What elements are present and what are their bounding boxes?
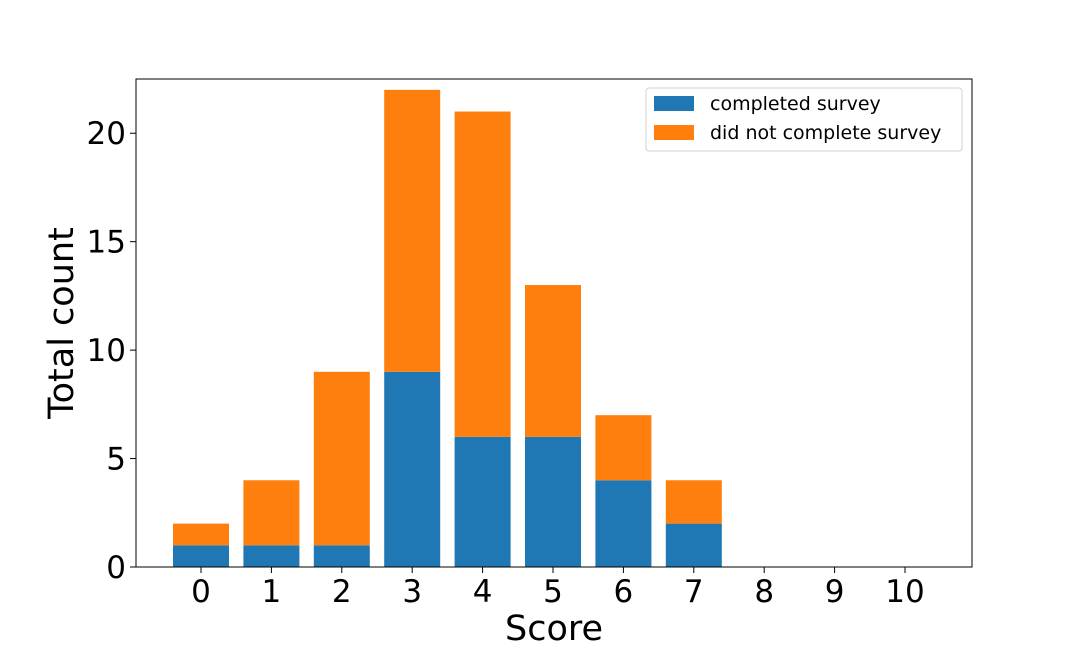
x-tick-label: 6	[614, 574, 634, 610]
bar-not-completed-score-2	[313, 371, 370, 546]
bar-completed-score-4	[454, 436, 511, 567]
bar-not-completed-score-4	[454, 111, 511, 437]
x-tick-label: 7	[684, 574, 704, 610]
legend-swatch-not-completed	[654, 125, 694, 140]
bar-completed-score-2	[313, 545, 370, 567]
bar-not-completed-score-5	[525, 285, 581, 437]
x-tick-label: 8	[754, 574, 774, 610]
bar-not-completed-score-1	[243, 480, 300, 546]
bar-not-completed-score-6	[595, 415, 652, 481]
x-tick-label: 1	[262, 574, 282, 610]
bar-not-completed-score-0	[173, 523, 229, 546]
x-tick-label: 9	[825, 574, 845, 610]
bars-layer	[173, 89, 722, 567]
legend-label-completed: completed survey	[710, 93, 881, 115]
bar-completed-score-5	[525, 436, 581, 567]
legend-swatch-completed	[654, 96, 694, 111]
bar-completed-score-7	[665, 523, 722, 567]
bar-not-completed-score-7	[665, 480, 722, 524]
bar-completed-score-6	[595, 480, 652, 567]
x-axis: 0 1 2 3 4 5 6 7 8 9 10	[191, 567, 925, 610]
bar-not-completed-score-3	[384, 89, 441, 372]
bar-completed-score-3	[384, 371, 441, 567]
legend-box	[645, 87, 963, 152]
x-axis-title: Score	[505, 609, 603, 648]
bar-completed-score-1	[243, 545, 300, 567]
y-tick-label: 20	[87, 116, 126, 152]
legend-label-not-completed: did not complete survey	[710, 122, 941, 144]
y-tick-label: 0	[106, 550, 126, 586]
x-tick-label: 10	[885, 574, 924, 610]
x-tick-label: 3	[402, 574, 422, 610]
y-axis-title: Total count	[42, 227, 82, 420]
legend: completed survey did not complete survey	[645, 87, 963, 152]
y-axis: 0 5 10 15 20	[87, 116, 136, 586]
y-tick-label: 15	[87, 225, 126, 261]
bar-completed-score-0	[173, 545, 229, 567]
y-tick-label: 10	[87, 333, 126, 369]
x-tick-label: 5	[543, 574, 563, 610]
x-tick-label: 4	[473, 574, 493, 610]
y-tick-label: 5	[106, 442, 126, 478]
x-tick-label: 0	[191, 574, 211, 610]
plot-area-frame	[135, 78, 973, 568]
x-tick-label: 2	[332, 574, 352, 610]
